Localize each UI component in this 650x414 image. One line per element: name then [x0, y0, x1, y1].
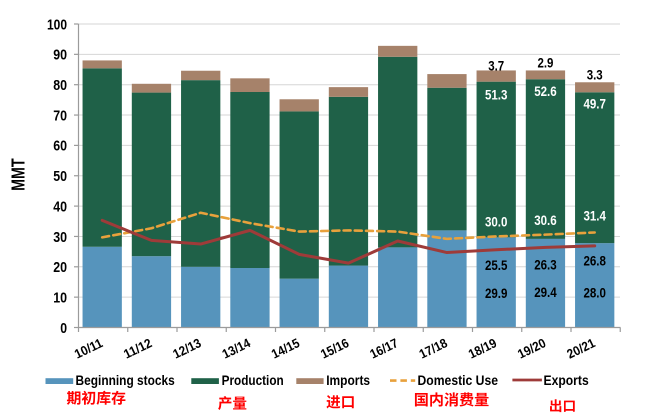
- svg-text:0: 0: [60, 320, 67, 337]
- svg-text:90: 90: [53, 47, 67, 64]
- svg-text:26.8: 26.8: [583, 253, 606, 269]
- svg-text:20: 20: [53, 259, 67, 276]
- svg-text:28.0: 28.0: [583, 285, 606, 301]
- svg-text:Exports: Exports: [544, 373, 589, 388]
- svg-text:30.0: 30.0: [485, 213, 508, 229]
- svg-text:50: 50: [53, 168, 67, 185]
- svg-text:80: 80: [53, 77, 67, 94]
- svg-text:40: 40: [53, 198, 67, 215]
- svg-text:3.3: 3.3: [587, 66, 603, 82]
- svg-text:30: 30: [53, 229, 67, 246]
- svg-text:Domestic Use: Domestic Use: [418, 373, 499, 388]
- svg-text:MMT: MMT: [8, 158, 28, 191]
- svg-text:31.4: 31.4: [583, 208, 606, 224]
- svg-text:25.5: 25.5: [485, 257, 508, 273]
- svg-text:3.7: 3.7: [488, 57, 504, 73]
- svg-text:Imports: Imports: [326, 373, 370, 388]
- svg-text:30.6: 30.6: [534, 212, 557, 228]
- svg-text:49.7: 49.7: [583, 95, 606, 111]
- svg-text:100: 100: [47, 16, 67, 33]
- svg-text:51.3: 51.3: [485, 86, 508, 102]
- svg-text:70: 70: [53, 107, 67, 124]
- svg-text:10: 10: [53, 289, 67, 306]
- svg-text:Beginning stocks: Beginning stocks: [76, 373, 176, 388]
- svg-text:29.9: 29.9: [485, 285, 508, 301]
- svg-text:52.6: 52.6: [534, 83, 557, 99]
- svg-text:26.3: 26.3: [534, 256, 557, 272]
- svg-text:29.4: 29.4: [534, 284, 557, 300]
- svg-text:Production: Production: [222, 373, 284, 388]
- svg-text:2.9: 2.9: [537, 54, 553, 70]
- svg-text:60: 60: [53, 138, 67, 155]
